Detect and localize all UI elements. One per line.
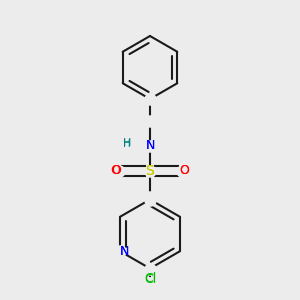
Text: O: O [179,164,189,178]
Text: H: H [123,138,132,148]
Text: S: S [146,164,154,178]
Text: Cl: Cl [144,272,156,286]
Text: O: O [180,164,189,178]
Text: N: N [120,245,129,258]
Text: O: O [111,164,121,178]
Text: N: N [145,139,155,152]
Text: O: O [111,164,120,178]
Text: S: S [146,164,154,178]
Text: Cl: Cl [144,273,156,286]
Text: H: H [123,139,131,149]
Text: N: N [145,139,155,152]
Text: N: N [120,245,129,258]
